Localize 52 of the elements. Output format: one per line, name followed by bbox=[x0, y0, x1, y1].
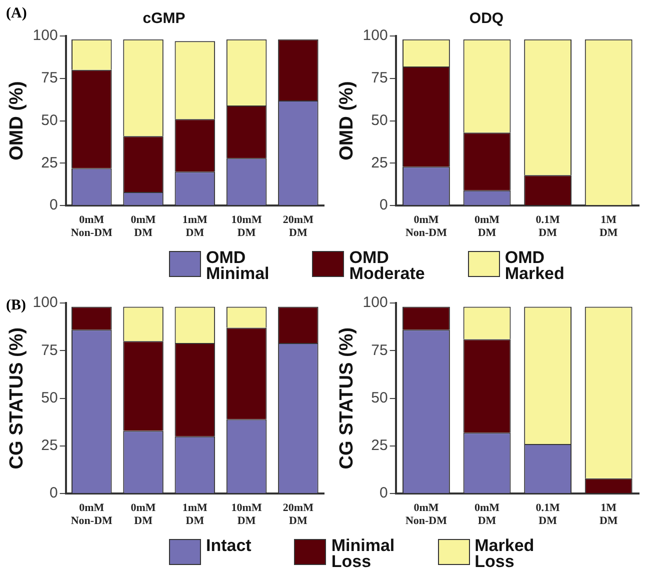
y-axis-title: CG STATUS (%) bbox=[6, 327, 28, 470]
y-tick-label: 75 bbox=[371, 342, 388, 359]
y-tick-label: 100 bbox=[32, 294, 58, 312]
y-tick-label: 25 bbox=[41, 154, 58, 172]
text: (B) bbox=[6, 297, 26, 314]
x-tick-label: 0mM DM bbox=[130, 502, 156, 528]
x-tick-label: 10mM DM bbox=[231, 502, 262, 528]
legend-label: Minimal Loss bbox=[331, 536, 395, 571]
y-tick-label: 100 bbox=[362, 27, 388, 44]
text: (A) bbox=[6, 5, 27, 22]
x-tick-label: 0.1M DM bbox=[536, 214, 560, 240]
y-tick-label: 50 bbox=[41, 112, 58, 129]
legend-label: OMD Moderate bbox=[349, 248, 425, 283]
y-tick-label: 0 bbox=[379, 196, 388, 214]
text: Intact bbox=[206, 536, 252, 555]
y-tick-label: 0 bbox=[49, 484, 58, 502]
x-tick-label: 0mM Non-DM bbox=[70, 214, 114, 240]
legend-label: OMD Minimal bbox=[206, 248, 270, 283]
y-tick-label: 100 bbox=[362, 294, 388, 312]
y-tick-label: 25 bbox=[371, 437, 388, 454]
y-tick-label: 50 bbox=[371, 389, 388, 406]
y-tick-label: 50 bbox=[371, 112, 388, 129]
y-tick-label: 25 bbox=[41, 437, 58, 454]
y-axis-title: CG STATUS (%) bbox=[336, 327, 358, 470]
chart-title: cGMP bbox=[142, 10, 186, 28]
x-tick-label: 0mM DM bbox=[474, 214, 500, 240]
y-axis-title: OMD (%) bbox=[336, 81, 358, 160]
y-tick-label: 0 bbox=[379, 484, 388, 502]
chart-title: ODQ bbox=[469, 10, 504, 28]
x-tick-label: 0mM DM bbox=[130, 214, 156, 240]
x-tick-label: 1mM DM bbox=[182, 214, 208, 240]
y-tick-label: 100 bbox=[32, 27, 58, 44]
x-tick-label: 20mM DM bbox=[282, 214, 314, 240]
x-tick-label: 1M DM bbox=[599, 214, 618, 240]
y-axis-title: OMD (%) bbox=[6, 81, 28, 160]
y-tick-label: 75 bbox=[371, 70, 388, 87]
y-tick-label: 50 bbox=[41, 389, 58, 406]
y-tick-label: 0 bbox=[49, 196, 58, 214]
x-tick-label: 0mM Non-DM bbox=[70, 502, 114, 528]
legend-label: OMD Marked bbox=[504, 248, 564, 283]
x-tick-label: 0mM Non-DM bbox=[405, 502, 448, 528]
y-tick-label: 75 bbox=[41, 342, 58, 359]
x-tick-label: 1M DM bbox=[599, 502, 618, 528]
x-tick-label: 1mM DM bbox=[182, 502, 208, 528]
x-tick-label: 0mM Non-DM bbox=[405, 214, 448, 240]
y-tick-label: 75 bbox=[41, 70, 58, 87]
y-tick-label: 25 bbox=[371, 154, 388, 172]
x-tick-label: 20mM DM bbox=[282, 502, 314, 528]
legend-label: Marked Loss bbox=[474, 536, 534, 571]
x-tick-label: 0.1M DM bbox=[536, 502, 560, 528]
x-tick-label: 0mM DM bbox=[474, 502, 500, 528]
x-tick-label: 10mM DM bbox=[231, 214, 262, 240]
